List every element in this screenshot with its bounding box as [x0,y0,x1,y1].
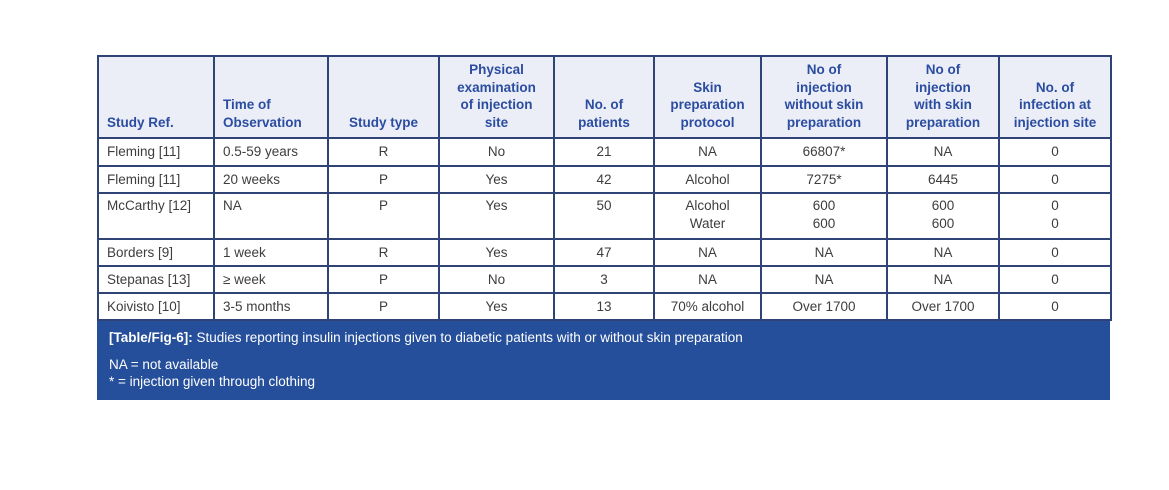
table-cell: Koivisto [10] [97,292,215,322]
table-cell: 13 [553,292,655,322]
table-cell: NA [760,238,888,268]
table-cell: NA [213,192,329,241]
table-cell: 3-5 months [213,292,329,322]
table-cell: 0 [998,292,1112,322]
table-cell: NA [760,265,888,295]
table-cell: 50 [553,192,655,241]
table-cell: R [327,137,440,168]
table-cell: Yes [438,165,555,195]
table-cell: ≥ week [213,265,329,295]
table-row: Stepanas [13] ≥ week P No 3 NA NA NA 0 [97,265,1112,295]
table-cell: 6445 [886,165,1000,195]
table-row: McCarthy [12] NA P Yes 50 Alcohol Water 600 60… [97,192,1112,241]
table-cell: NA [886,137,1000,168]
table-cell: Yes [438,238,555,268]
table-cell: 0 [998,238,1112,268]
table-figure: Study Ref. Time of Observation Study type P… [97,54,1112,400]
table-cell: Alcohol Water [653,192,762,241]
table-cell: Fleming [11] [97,137,215,168]
table-cell: 1 week [213,238,329,268]
table-cell: P [327,165,440,195]
table-cell: NA [886,238,1000,268]
table-cell: 0 [998,265,1112,295]
column-header: Study type [327,54,440,140]
header-row: Study Ref. Time of Observation Study type P… [97,54,1112,140]
table-cell: 0.5-59 years [213,137,329,168]
table-cell: 47 [553,238,655,268]
column-header: No of injection with skin preparation [886,54,1000,140]
table-cell: 600 600 [760,192,888,241]
table-row: Borders [9] 1 week R Yes 47 NA NA NA 0 [97,238,1112,268]
column-header: Time of Observation [213,54,329,140]
caption-text: Studies reporting insulin injections giv… [192,330,743,346]
table-cell: 7275* [760,165,888,195]
caption-bar: [Table/Fig-6]: Studies reporting insulin… [97,321,1110,400]
table-row: Fleming [11] 20 weeks P Yes 42 Alcohol 7275* 64… [97,165,1112,195]
table-cell: 0 0 [998,192,1112,241]
table-cell: Yes [438,192,555,241]
table-cell: P [327,265,440,295]
table-cell: Stepanas [13] [97,265,215,295]
table-cell: NA [653,265,762,295]
column-header: No of injection without skin preparation [760,54,888,140]
table-cell: Fleming [11] [97,165,215,195]
table-cell: 3 [553,265,655,295]
table-cell: NA [886,265,1000,295]
column-header: Skin preparation protocol [653,54,762,140]
table-cell: 21 [553,137,655,168]
table-cell: 0 [998,165,1112,195]
table-body: Fleming [11] 0.5-59 years R No 21 NA 66807* NA 0… [97,137,1112,322]
caption-note-na: NA = not available [109,356,219,372]
table-cell: 600 600 [886,192,1000,241]
table-cell: NA [653,137,762,168]
table-cell: Alcohol [653,165,762,195]
studies-table: Study Ref. Time of Observation Study type P… [97,54,1112,322]
table-cell: 0 [998,137,1112,168]
column-header: No. of patients [553,54,655,140]
caption-label: [Table/Fig-6]: [109,330,193,346]
table-cell: No [438,265,555,295]
table-cell: McCarthy [12] [97,192,215,241]
table-cell: 66807* [760,137,888,168]
table-cell: Over 1700 [760,292,888,322]
table-head: Study Ref. Time of Observation Study type P… [97,54,1112,140]
table-cell: 20 weeks [213,165,329,195]
table-cell: 70% alcohol [653,292,762,322]
table-cell: Borders [9] [97,238,215,268]
table-cell: R [327,238,440,268]
caption-note-asterisk: * = injection given through clothing [109,374,316,390]
table-cell: P [327,192,440,241]
column-header: Study Ref. [97,54,215,140]
table-row: Koivisto [10] 3-5 months P Yes 13 70% alcohol… [97,292,1112,322]
table-cell: NA [653,238,762,268]
table-row: Fleming [11] 0.5-59 years R No 21 NA 66807* NA 0 [97,137,1112,168]
table-cell: 42 [553,165,655,195]
table-cell: Yes [438,292,555,322]
column-header: Physical examination of injection site [438,54,555,140]
table-cell: No [438,137,555,168]
column-header: No. of infection at injection site [998,54,1112,140]
table-cell: Over 1700 [886,292,1000,322]
table-cell: P [327,292,440,322]
caption-line: [Table/Fig-6]: Studies reporting insulin… [109,329,1098,347]
